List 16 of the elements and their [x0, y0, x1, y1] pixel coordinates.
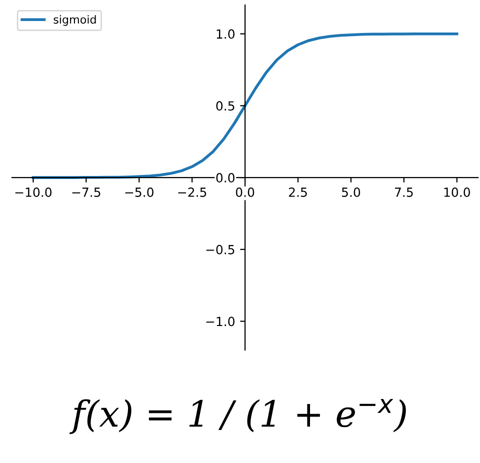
y-tick-label: 0.5: [216, 101, 234, 111]
x-tick-label: 0.0: [236, 188, 254, 197]
x-tick-label: −7.5: [72, 188, 100, 197]
x-tick-label: 10.0: [444, 188, 470, 197]
x-tick-label: −2.5: [178, 188, 206, 197]
x-tick-label: 5.0: [342, 188, 360, 197]
text: f(x) = 1 / (1 + e$^{−x}$): [70, 399, 406, 434]
y-tick-label: 0.0: [216, 173, 234, 182]
x-tick-label: 2.5: [288, 188, 307, 197]
x-tick-label: 7.5: [395, 188, 413, 197]
legend-label: sigmoid: [54, 15, 96, 26]
x-tick-label: −5.0: [125, 188, 154, 197]
y-tick-label: −0.5: [206, 244, 234, 254]
y-tick-label: −1.0: [206, 316, 234, 326]
y-tick-label: 1.0: [216, 29, 234, 39]
x-tick-label: −10.0: [15, 188, 52, 197]
